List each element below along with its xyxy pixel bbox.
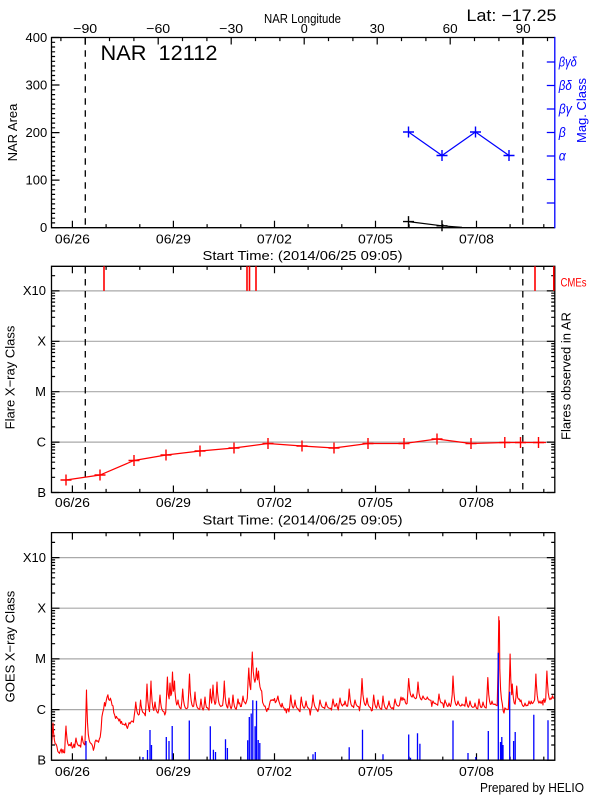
svg-text:X: X [37, 601, 46, 616]
svg-text:−60: −60 [146, 21, 170, 36]
svg-text:0: 0 [301, 21, 308, 36]
svg-text:Prepared by HELIO: Prepared by HELIO [480, 780, 584, 795]
svg-text:07/02: 07/02 [257, 495, 292, 510]
svg-text:B: B [37, 485, 46, 500]
svg-text:06/26: 06/26 [55, 764, 90, 779]
svg-text:C: C [37, 702, 46, 717]
svg-text:Flare X−ray Class: Flare X−ray Class [3, 325, 18, 429]
svg-text:07/05: 07/05 [358, 764, 393, 779]
svg-text:100: 100 [25, 173, 47, 188]
svg-text:07/08: 07/08 [459, 495, 494, 510]
svg-text:X10: X10 [23, 550, 46, 565]
svg-text:X: X [37, 334, 46, 349]
svg-text:−90: −90 [73, 21, 97, 36]
svg-text:07/05: 07/05 [358, 495, 393, 510]
svg-text:06/26: 06/26 [55, 495, 90, 510]
svg-text:βδ: βδ [558, 78, 572, 93]
svg-text:0: 0 [40, 220, 47, 235]
svg-text:−30: −30 [219, 21, 243, 36]
svg-text:M: M [35, 384, 46, 399]
svg-text:06/29: 06/29 [156, 764, 191, 779]
svg-text:NAR Longitude: NAR Longitude [264, 11, 341, 26]
svg-text:C: C [37, 434, 46, 449]
svg-text:X10: X10 [23, 283, 46, 298]
svg-text:06/26: 06/26 [55, 231, 90, 246]
svg-text:07/02: 07/02 [257, 764, 292, 779]
svg-text:06/29: 06/29 [156, 495, 191, 510]
svg-text:β: β [558, 125, 566, 140]
svg-text:Mag. Class: Mag. Class [574, 77, 589, 143]
svg-text:60: 60 [443, 21, 458, 36]
svg-text:30: 30 [370, 21, 385, 36]
svg-text:βγδ: βγδ [558, 54, 577, 69]
svg-text:B: B [37, 753, 46, 768]
svg-text:06/29: 06/29 [156, 231, 191, 246]
svg-text:90: 90 [516, 21, 531, 36]
svg-text:CMEs: CMEs [561, 278, 587, 290]
svg-text:07/08: 07/08 [459, 231, 494, 246]
svg-text:Lat: −17.25: Lat: −17.25 [467, 7, 557, 25]
svg-text:M: M [35, 651, 46, 666]
svg-text:300: 300 [25, 78, 47, 93]
svg-text:Start Time: (2014/06/25 09:05): Start Time: (2014/06/25 09:05) [203, 248, 403, 263]
svg-text:Start Time: (2014/06/25 09:05): Start Time: (2014/06/25 09:05) [203, 513, 403, 528]
svg-text:βγ: βγ [558, 101, 573, 116]
svg-text:400: 400 [25, 30, 47, 45]
svg-text:200: 200 [25, 125, 47, 140]
svg-text:GOES X−ray Class: GOES X−ray Class [3, 590, 18, 702]
svg-text:Flares observed in AR: Flares observed in AR [559, 312, 574, 440]
svg-text:07/02: 07/02 [257, 231, 292, 246]
svg-text:NAR Area: NAR Area [5, 103, 20, 162]
svg-text:NAR 12112: NAR 12112 [101, 42, 218, 65]
svg-text:07/05: 07/05 [358, 231, 393, 246]
svg-text:07/08: 07/08 [459, 764, 494, 779]
svg-text:α: α [559, 148, 567, 163]
